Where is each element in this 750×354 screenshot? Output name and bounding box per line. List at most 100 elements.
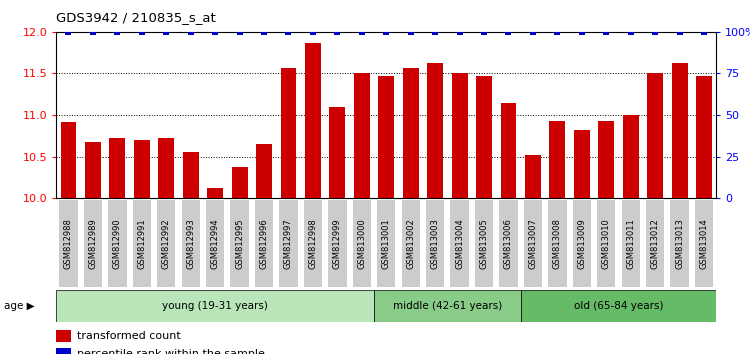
- FancyBboxPatch shape: [573, 200, 591, 287]
- FancyBboxPatch shape: [279, 200, 298, 287]
- Text: GSM813012: GSM813012: [651, 218, 660, 269]
- Bar: [329, 107, 345, 198]
- Bar: [280, 68, 296, 198]
- Text: GSM813013: GSM813013: [675, 218, 684, 269]
- Bar: [56, 348, 70, 354]
- Bar: [56, 290, 374, 322]
- Text: GSM813014: GSM813014: [700, 218, 709, 269]
- FancyBboxPatch shape: [255, 200, 273, 287]
- Text: GSM813006: GSM813006: [504, 218, 513, 269]
- FancyBboxPatch shape: [426, 200, 444, 287]
- Text: GSM812989: GSM812989: [88, 218, 98, 269]
- Text: young (19-31 years): young (19-31 years): [162, 301, 268, 311]
- Point: [283, 29, 295, 35]
- Text: GSM812993: GSM812993: [186, 218, 195, 269]
- Point: [111, 29, 123, 35]
- FancyBboxPatch shape: [304, 200, 322, 287]
- Point: [478, 29, 490, 35]
- Bar: [354, 74, 370, 198]
- FancyBboxPatch shape: [352, 200, 371, 287]
- Point: [87, 29, 99, 35]
- FancyBboxPatch shape: [377, 200, 395, 287]
- Point: [405, 29, 417, 35]
- Text: GSM812992: GSM812992: [162, 218, 171, 269]
- Bar: [500, 103, 517, 198]
- Bar: [305, 43, 321, 198]
- FancyBboxPatch shape: [597, 200, 616, 287]
- Bar: [158, 138, 174, 198]
- Point: [503, 29, 515, 35]
- FancyBboxPatch shape: [157, 200, 176, 287]
- Bar: [403, 68, 418, 198]
- Text: GSM812990: GSM812990: [112, 218, 122, 269]
- Point: [429, 29, 441, 35]
- Text: GSM812995: GSM812995: [235, 218, 244, 269]
- Text: GSM813008: GSM813008: [553, 218, 562, 269]
- FancyBboxPatch shape: [475, 200, 494, 287]
- Text: GSM812996: GSM812996: [260, 218, 268, 269]
- Point: [674, 29, 686, 35]
- Point: [454, 29, 466, 35]
- FancyBboxPatch shape: [84, 200, 102, 287]
- Bar: [85, 142, 100, 198]
- Point: [380, 29, 392, 35]
- FancyBboxPatch shape: [548, 200, 566, 287]
- Point: [258, 29, 270, 35]
- Bar: [56, 330, 70, 342]
- FancyBboxPatch shape: [328, 200, 346, 287]
- Bar: [61, 122, 76, 198]
- Point: [576, 29, 588, 35]
- Text: GSM813005: GSM813005: [479, 218, 488, 269]
- Bar: [427, 63, 443, 198]
- Text: GSM812997: GSM812997: [284, 218, 293, 269]
- Point: [551, 29, 563, 35]
- Bar: [256, 144, 272, 198]
- Text: old (65-84 years): old (65-84 years): [574, 301, 663, 311]
- Point: [698, 29, 710, 35]
- Text: middle (42-61 years): middle (42-61 years): [393, 301, 502, 311]
- Point: [136, 29, 148, 35]
- FancyBboxPatch shape: [622, 200, 640, 287]
- FancyBboxPatch shape: [182, 200, 200, 287]
- Point: [650, 29, 662, 35]
- Bar: [525, 155, 541, 198]
- Bar: [574, 130, 590, 198]
- Bar: [207, 188, 223, 198]
- Text: GSM813000: GSM813000: [357, 218, 366, 269]
- FancyBboxPatch shape: [401, 200, 420, 287]
- Bar: [520, 290, 716, 322]
- Text: GSM813007: GSM813007: [529, 218, 538, 269]
- Text: percentile rank within the sample: percentile rank within the sample: [77, 349, 266, 354]
- Text: GSM812998: GSM812998: [308, 218, 317, 269]
- Text: GSM812988: GSM812988: [64, 218, 73, 269]
- FancyBboxPatch shape: [230, 200, 249, 287]
- Bar: [134, 140, 150, 198]
- Point: [233, 29, 245, 35]
- Text: GSM813003: GSM813003: [430, 218, 439, 269]
- Point: [184, 29, 196, 35]
- Text: GSM812991: GSM812991: [137, 218, 146, 269]
- Bar: [647, 74, 663, 198]
- Point: [527, 29, 539, 35]
- Bar: [696, 76, 712, 198]
- Bar: [550, 121, 566, 198]
- Text: GSM813009: GSM813009: [578, 218, 586, 269]
- Bar: [672, 63, 688, 198]
- Point: [307, 29, 319, 35]
- FancyBboxPatch shape: [451, 200, 469, 287]
- Text: GSM813004: GSM813004: [455, 218, 464, 269]
- Point: [332, 29, 344, 35]
- Text: GSM813011: GSM813011: [626, 218, 635, 269]
- Bar: [598, 121, 614, 198]
- Bar: [183, 152, 199, 198]
- Point: [600, 29, 612, 35]
- FancyBboxPatch shape: [500, 200, 517, 287]
- Text: GSM813001: GSM813001: [382, 218, 391, 269]
- Text: GSM813010: GSM813010: [602, 218, 610, 269]
- Bar: [622, 115, 639, 198]
- Text: GSM812999: GSM812999: [333, 218, 342, 269]
- Text: GSM813002: GSM813002: [406, 218, 416, 269]
- Text: GDS3942 / 210835_s_at: GDS3942 / 210835_s_at: [56, 11, 216, 24]
- FancyBboxPatch shape: [108, 200, 127, 287]
- Point: [160, 29, 172, 35]
